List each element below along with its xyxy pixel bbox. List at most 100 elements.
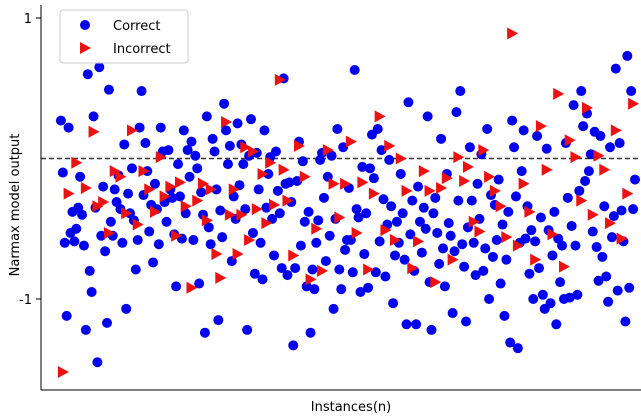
correct-point-283: [599, 201, 610, 212]
correct-point-174: [390, 250, 400, 261]
correct-point-20: [94, 62, 105, 73]
correct-point-297: [626, 86, 637, 97]
incorrect-point-96: [576, 194, 588, 207]
correct-point-68: [186, 136, 197, 147]
correct-point-178: [397, 208, 408, 219]
correct-point-24: [102, 317, 112, 328]
correct-point-14: [82, 69, 93, 80]
correct-point-187: [414, 216, 425, 227]
correct-point-125: [295, 240, 306, 251]
correct-point-288: [608, 211, 619, 222]
correct-point-1: [57, 167, 68, 178]
incorrect-point-13: [138, 165, 150, 178]
correct-point-168: [378, 194, 389, 205]
incorrect-point-12: [132, 218, 144, 231]
correct-point-191: [422, 111, 433, 122]
correct-point-48: [148, 257, 159, 268]
incorrect-point-105: [628, 97, 640, 110]
correct-point-158: [359, 249, 370, 260]
correct-point-203: [445, 230, 456, 241]
incorrect-point-102: [610, 124, 622, 137]
incorrect-point-45: [288, 249, 300, 262]
correct-point-10: [75, 171, 86, 182]
correct-point-228: [493, 174, 504, 185]
correct-point-169: [380, 271, 391, 282]
incorrect-point-3: [80, 182, 92, 195]
incorrect-point-103: [616, 232, 628, 245]
correct-point-87: [222, 159, 233, 170]
incorrect-point-27: [211, 248, 223, 261]
incorrect-point-79: [478, 144, 490, 157]
correct-point-69: [188, 234, 199, 245]
legend: Correct Incorrect: [59, 9, 189, 64]
correct-point-154: [351, 204, 362, 215]
incorrect-point-17: [159, 190, 171, 203]
correct-point-32: [117, 237, 128, 248]
incorrect-point-6: [98, 196, 110, 209]
correct-point-71: [192, 163, 203, 174]
correct-point-206: [451, 107, 462, 118]
correct-point-88: [224, 140, 235, 151]
correct-point-238: [512, 343, 523, 354]
correct-point-7: [69, 236, 80, 247]
correct-point-152: [347, 267, 358, 278]
correct-point-257: [549, 206, 560, 217]
correct-point-96: [240, 204, 251, 215]
incorrect-point-38: [257, 167, 269, 180]
correct-point-118: [282, 270, 293, 281]
correct-point-107: [261, 202, 272, 213]
correct-point-22: [98, 181, 109, 192]
incorrect-point-75: [459, 174, 471, 187]
incorrect-point-60: [374, 110, 386, 123]
incorrect-point-62: [384, 139, 396, 152]
incorrect-point-31: [228, 183, 240, 196]
incorrect-point-5: [92, 200, 104, 213]
correct-point-99: [246, 114, 256, 125]
correct-point-230: [497, 219, 508, 230]
incorrect-point-82: [495, 200, 507, 213]
incorrect-point-29: [221, 115, 233, 128]
legend-marker-incorrect: [80, 42, 91, 54]
correct-point-11: [77, 209, 88, 220]
correct-point-209: [457, 239, 468, 250]
incorrect-point-26: [205, 183, 217, 196]
correct-point-148: [340, 244, 351, 255]
correct-point-190: [420, 223, 431, 234]
incorrect-point-88: [530, 253, 542, 266]
correct-point-13: [80, 324, 91, 335]
x-axis-label: Instances(n): [311, 400, 391, 415]
incorrect-point-57: [357, 176, 369, 189]
correct-point-119: [284, 177, 295, 188]
incorrect-point-97: [582, 101, 593, 114]
incorrect-point-49: [311, 222, 323, 235]
correct-point-86: [221, 125, 232, 136]
incorrect-point-43: [278, 163, 290, 176]
incorrect-point-50: [317, 264, 329, 277]
correct-point-273: [580, 175, 591, 186]
correct-point-188: [416, 247, 427, 258]
incorrect-point-98: [587, 208, 599, 221]
correct-point-205: [449, 246, 460, 257]
legend-label-incorrect: Incorrect: [113, 42, 171, 57]
correct-point-269: [572, 289, 583, 300]
incorrect-point-47: [299, 170, 311, 183]
incorrect-point-19: [171, 229, 183, 242]
incorrect-point-48: [305, 273, 317, 286]
correct-point-73: [196, 187, 207, 198]
correct-point-2: [59, 237, 70, 248]
incorrect-point-74: [453, 151, 465, 164]
correct-point-161: [365, 163, 376, 174]
correct-point-103: [253, 184, 264, 195]
correct-point-215: [468, 237, 479, 248]
correct-point-246: [528, 294, 539, 304]
incorrect-point-63: [390, 233, 401, 246]
legend-label-correct: Correct: [113, 19, 160, 34]
correct-point-67: [184, 171, 195, 182]
incorrect-point-20: [174, 176, 186, 189]
correct-point-267: [568, 100, 579, 111]
correct-point-265: [564, 292, 575, 303]
correct-point-157: [357, 161, 368, 172]
correct-point-245: [526, 225, 537, 236]
correct-point-62: [174, 191, 185, 202]
incorrect-point-104: [622, 187, 634, 200]
